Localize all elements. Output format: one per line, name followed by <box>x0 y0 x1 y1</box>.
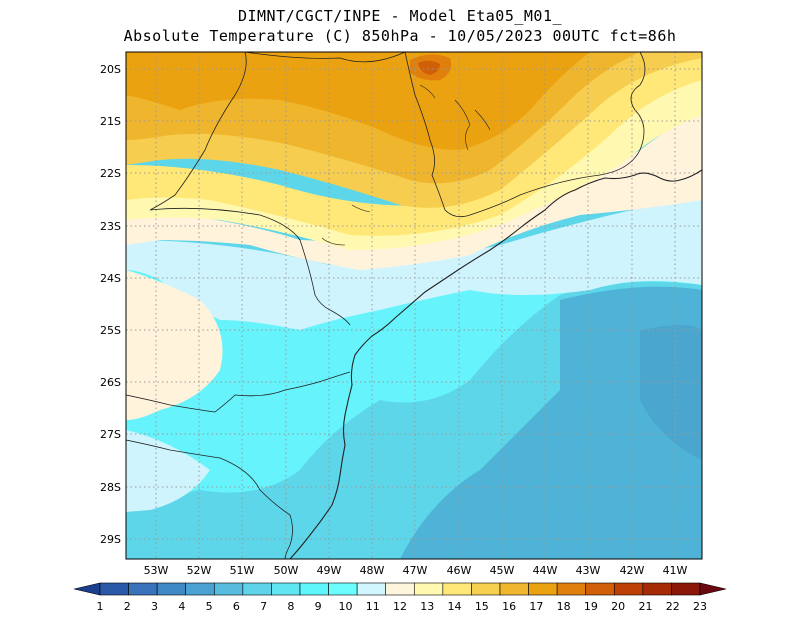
colorbar-label: 22 <box>666 600 680 613</box>
lat-label: 21S <box>100 115 121 128</box>
lat-label: 28S <box>100 481 121 494</box>
colorbar-arrow-high <box>699 582 727 596</box>
colorbar-label: 14 <box>448 600 462 613</box>
colorbar-swatch <box>385 582 415 596</box>
colorbar-label: 20 <box>611 600 625 613</box>
field-band-10-11-south <box>126 430 210 512</box>
colorbar-label: 13 <box>420 600 434 613</box>
coastline <box>289 169 702 559</box>
colorbar-label: 18 <box>557 600 571 613</box>
lon-label: 49W <box>317 564 342 577</box>
map-title-line-1: DIMNT/CGCT/INPE - Model Eta05_M01_ <box>237 7 563 25</box>
colorbar-label: 5 <box>206 600 213 613</box>
colorbar-swatch <box>528 582 558 596</box>
colorbar-swatch <box>99 582 129 596</box>
lat-label: 25S <box>100 324 121 337</box>
lon-label: 44W <box>533 564 558 577</box>
field-band-12-13 <box>126 70 702 250</box>
lon-label: 43W <box>576 564 601 577</box>
lon-label: 41W <box>663 564 688 577</box>
colorbar-swatch <box>642 582 672 596</box>
lon-label: 47W <box>403 564 428 577</box>
lat-label: 22S <box>100 167 121 180</box>
colorbar-label: 17 <box>529 600 543 613</box>
lat-label: 20S <box>100 63 121 76</box>
colorbar-label: 19 <box>584 600 598 613</box>
colorbar-label: 8 <box>287 600 294 613</box>
lon-label: 45W <box>490 564 515 577</box>
colorbar-swatch <box>299 582 329 596</box>
colorbar-swatch <box>328 582 358 596</box>
temperature-field <box>126 52 702 559</box>
map-frame <box>125 51 703 560</box>
colorbar-swatch <box>499 582 529 596</box>
colorbar-swatch <box>242 582 272 596</box>
field-band-6 <box>640 325 702 460</box>
colorbar-swatch <box>156 582 187 596</box>
colorbar-swatch <box>585 582 615 596</box>
colorbar-swatch <box>613 582 644 596</box>
lon-label: 53W <box>144 564 169 577</box>
colorbar-swatch <box>128 582 158 596</box>
lon-label: 48W <box>360 564 385 577</box>
colorbar-swatch <box>185 582 215 596</box>
colorbar-label: 4 <box>178 600 185 613</box>
colorbar-label: 16 <box>502 600 516 613</box>
colorbar-label: 21 <box>638 600 652 613</box>
colorbar-arrow-low <box>73 582 101 596</box>
colorbar-swatch <box>213 582 244 596</box>
latitude-axis: 20S 21S 22S 23S 24S 25S 26S 27S 28S 29S <box>100 63 121 546</box>
map-boundaries <box>126 52 702 559</box>
map-title-line-2: Absolute Temperature (C) 850hPa - 10/05/… <box>123 27 677 45</box>
colorbar-label: 6 <box>233 600 240 613</box>
field-band-18-19 <box>418 60 440 75</box>
field-band-16-17 <box>126 52 590 150</box>
lat-label: 23S <box>100 220 121 233</box>
colorbar-label: 10 <box>338 600 352 613</box>
lon-label: 46W <box>447 564 472 577</box>
lat-label: 26S <box>100 376 121 389</box>
colorbar-label: 12 <box>393 600 407 613</box>
lat-label: 24S <box>100 272 121 285</box>
colorbar-swatch <box>671 582 701 596</box>
colorbar-label: 15 <box>475 600 489 613</box>
lon-label: 51W <box>230 564 255 577</box>
colorbar-swatch <box>471 582 501 596</box>
colorbar: 1 2 3 4 5 6 7 8 9 10 11 12 13 14 15 16 17 18 19 20 21 22 23 <box>73 582 727 613</box>
field-band-13-14 <box>126 55 702 236</box>
colorbar-label: 2 <box>124 600 131 613</box>
colorbar-label: 23 <box>693 600 707 613</box>
colorbar-label: 3 <box>151 600 158 613</box>
lon-label: 50W <box>274 564 299 577</box>
colorbar-label: 7 <box>260 600 267 613</box>
longitude-axis: 53W 52W 51W 50W 49W 48W 47W 46W 45W 44W … <box>144 564 688 577</box>
lon-label: 52W <box>187 564 212 577</box>
lon-label: 42W <box>620 564 645 577</box>
colorbar-swatch <box>442 582 472 596</box>
lat-label: 27S <box>100 428 121 441</box>
field-band-6-7 <box>400 286 702 559</box>
colorbar-swatch <box>356 582 387 596</box>
lat-label: 29S <box>100 533 121 546</box>
colorbar-label: 9 <box>315 600 322 613</box>
state-borders <box>126 52 646 559</box>
map-gridlines <box>126 52 702 559</box>
colorbar-label: 1 <box>97 600 104 613</box>
colorbar-swatch <box>556 582 587 596</box>
reservoir-lines <box>321 84 491 246</box>
colorbar-swatch <box>413 582 444 596</box>
colorbar-swatch <box>271 582 301 596</box>
colorbar-label: 11 <box>366 600 380 613</box>
